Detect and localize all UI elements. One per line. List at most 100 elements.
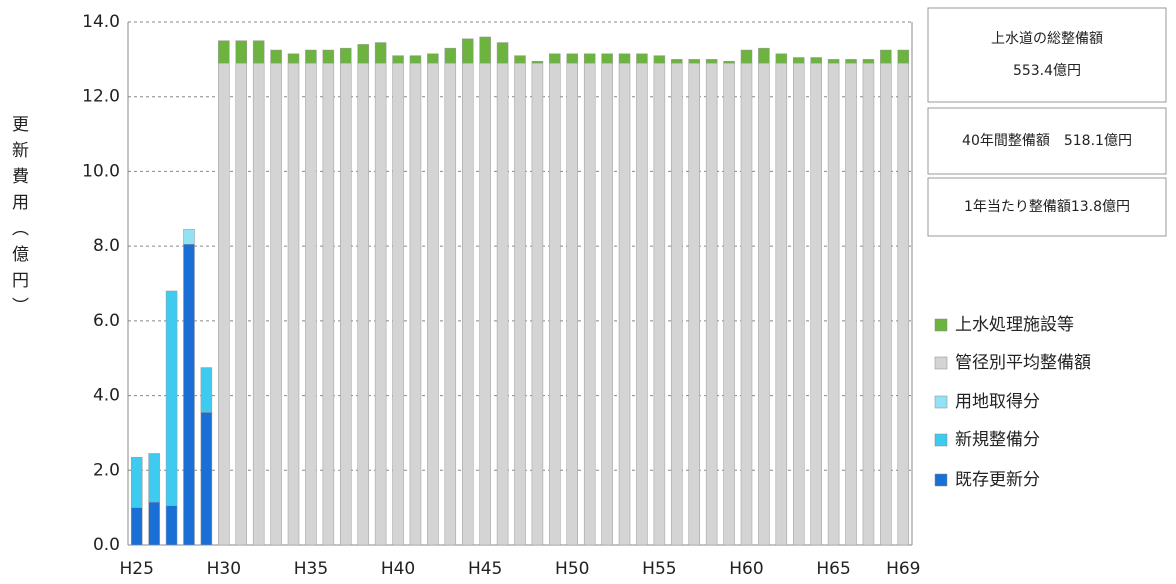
summary-box (927, 107, 1167, 175)
bar-segment (305, 49, 317, 64)
bar-segment (897, 49, 910, 64)
bar-segment (252, 62, 265, 546)
legend-label: 管径別平均整備額 (955, 353, 1091, 373)
bar-segment (566, 62, 579, 546)
bar-segment (793, 57, 805, 64)
y-tick-label: 14.0 (82, 12, 120, 32)
bar-segment (688, 62, 700, 546)
x-tick-label: H45 (468, 559, 502, 579)
bar-segment (392, 62, 404, 546)
bar-segment (723, 60, 735, 64)
bar-segment (810, 62, 822, 546)
x-tick-label: H30 (207, 559, 241, 579)
bar-segment (444, 47, 457, 64)
y-tick-label: 12.0 (82, 87, 120, 107)
bar-segment (409, 62, 422, 546)
bar-segment (531, 62, 544, 546)
bar-segment (583, 62, 596, 546)
bar-segment (305, 62, 317, 546)
legend-swatch (934, 356, 948, 370)
summary-text: 上水道の総整備額 (991, 31, 1103, 47)
bar-segment (636, 62, 648, 546)
summary-box (927, 7, 1167, 103)
bar-segment (183, 244, 195, 546)
bar-segment (165, 505, 178, 546)
bar-segment (601, 53, 613, 64)
x-tick-label: H69 (886, 559, 920, 579)
bar-segment (461, 62, 474, 546)
bar-segment (705, 59, 718, 64)
bar-segment (845, 62, 857, 546)
bar-segment (461, 38, 474, 64)
bar-segment (148, 501, 160, 546)
legend-swatch (934, 433, 948, 447)
bar-segment (322, 49, 335, 64)
bar-segment (653, 62, 666, 546)
bar-segment (653, 55, 666, 64)
bar-segment (287, 62, 300, 546)
legend-label: 上水処理施設等 (955, 315, 1074, 335)
bar-segment (479, 36, 491, 64)
bar-segment (374, 42, 387, 64)
bar-segment (270, 49, 282, 64)
bar-segment (705, 62, 718, 546)
bar-segment (252, 40, 265, 64)
bar-segment (583, 53, 596, 64)
bar-segment (671, 59, 683, 64)
bar-segment (165, 290, 178, 507)
bar-segment (880, 49, 892, 64)
bar-segment (758, 62, 770, 546)
bar-segment (427, 62, 439, 546)
bar-segment (514, 55, 526, 64)
bar-segment (235, 40, 247, 64)
bar-segment (549, 62, 561, 546)
bar-segment (862, 59, 875, 64)
bar-segment (810, 57, 822, 64)
y-axis-label: 更新費用（億円） (8, 115, 28, 323)
bar-segment (392, 55, 404, 64)
x-tick-label: H50 (555, 559, 589, 579)
bar-segment (758, 47, 770, 64)
bar-segment (793, 62, 805, 546)
y-tick-label: 10.0 (82, 161, 120, 181)
bar-segment (845, 59, 857, 64)
x-tick-label: H65 (816, 559, 850, 579)
bar-segment (444, 62, 457, 546)
legend-label: 用地取得分 (955, 392, 1040, 412)
bar-segment (183, 229, 195, 245)
bar-segment (723, 62, 735, 546)
bar-segment (270, 62, 282, 546)
bar-segment (688, 59, 700, 64)
bar-segment (566, 53, 579, 64)
bar-segment (862, 62, 875, 546)
x-tick-label: H55 (642, 559, 676, 579)
legend-swatch (934, 395, 948, 409)
legend-label: 新規整備分 (955, 430, 1040, 450)
y-tick-label: 4.0 (93, 386, 120, 406)
bar-segment (374, 62, 387, 546)
x-tick-label: H35 (294, 559, 328, 579)
summary-text: 40年間整備額 518.1億円 (962, 133, 1132, 149)
bar-segment (130, 507, 143, 546)
bar-segment (287, 53, 300, 64)
bar-segment (775, 62, 788, 546)
bar-segment (618, 62, 631, 546)
bar-segment (148, 453, 160, 503)
y-tick-label: 2.0 (93, 460, 120, 480)
bar-segment (409, 55, 422, 64)
bar-segment (827, 62, 840, 546)
bar-segment (740, 49, 753, 64)
x-tick-label: H60 (729, 559, 763, 579)
bar-segment (427, 53, 439, 64)
bar-segment (775, 53, 788, 64)
bar-segment (340, 47, 352, 64)
bar-segment (496, 42, 509, 64)
bar-segment (636, 53, 648, 64)
legend-label: 既存更新分 (955, 470, 1040, 490)
bar-segment (514, 62, 526, 546)
bar-segment (496, 62, 509, 546)
summary-text: 553.4億円 (1013, 63, 1081, 79)
bar-segment (235, 62, 247, 546)
bar-segment (357, 44, 369, 64)
y-tick-label: 8.0 (93, 236, 120, 256)
